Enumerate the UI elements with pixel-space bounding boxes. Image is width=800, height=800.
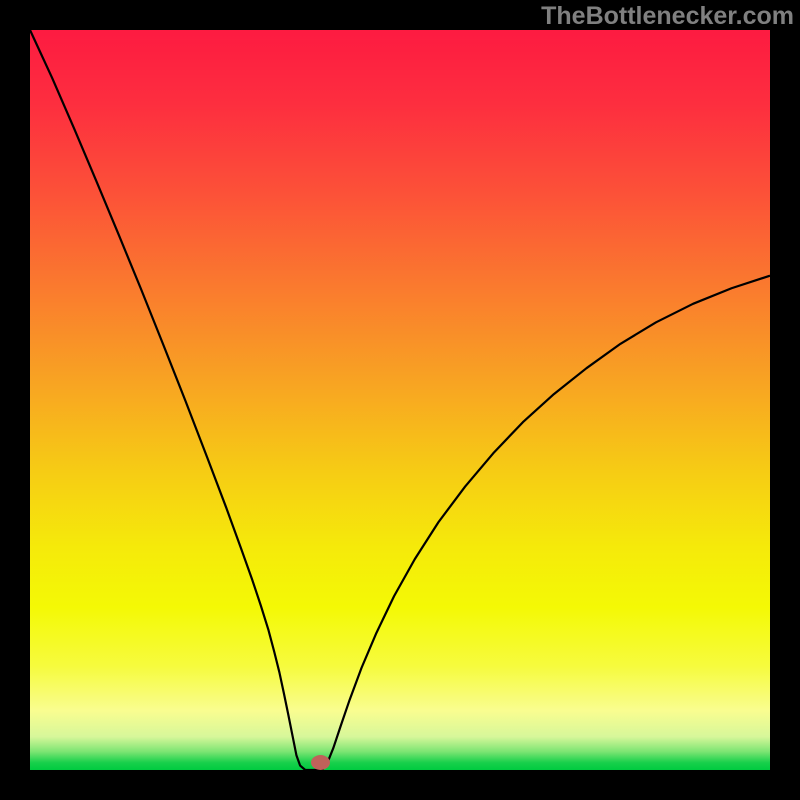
figure-root: TheBottlenecker.com — [0, 0, 800, 800]
optimum-marker — [309, 753, 332, 772]
bottleneck-curve-layer — [0, 0, 800, 800]
